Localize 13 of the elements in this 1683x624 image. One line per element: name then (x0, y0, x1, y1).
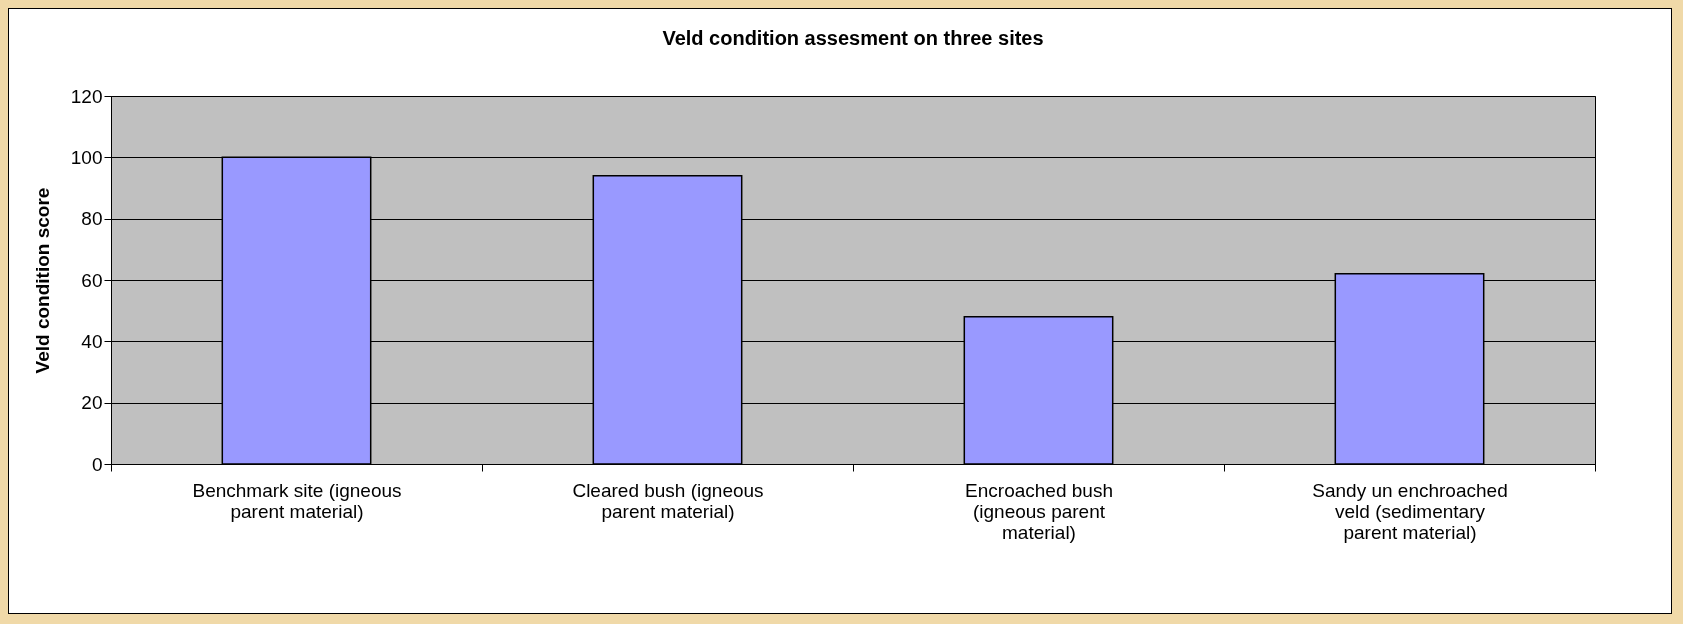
y-tick-label: 40 (81, 330, 103, 352)
x-tick-label: Benchmark site (igneous parent material) (192, 479, 402, 522)
chart-title: Veld condition assesment on three sites (662, 27, 1044, 49)
x-tick-label: Cleared bush (igneous parent material) (572, 479, 764, 522)
y-tick-label: 60 (81, 269, 103, 291)
y-tick-label: 0 (91, 453, 103, 475)
x-tick-label: Sandy un enchroached veld (sedimentary parent material) (1312, 479, 1508, 543)
y-axis-title: Veld condition score (31, 187, 53, 374)
y-tick-label: 100 (70, 146, 103, 168)
x-tick-label: Encroached bush (igneous parent material) (965, 479, 1113, 543)
y-tick-label: 20 (81, 392, 103, 414)
y-tick-label: 80 (81, 208, 103, 230)
y-tick-label: 120 (70, 85, 103, 107)
